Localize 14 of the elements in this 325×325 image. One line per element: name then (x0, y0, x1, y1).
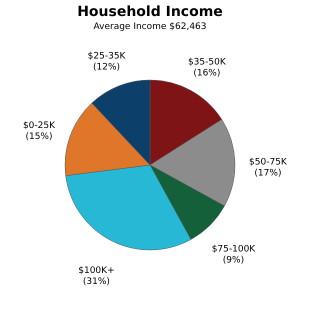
chart-subtitle: Average Income $62,463 (93, 22, 207, 32)
chart-title: Household Income (77, 4, 223, 20)
data-label: (15%) (25, 132, 52, 142)
slice-label: $0-25K (22, 121, 56, 132)
slice-label: $100K+ (78, 266, 115, 276)
slice-label: $25-35K (88, 51, 127, 62)
data-label: (12%) (93, 62, 120, 72)
slice-label: $35-50K (188, 58, 227, 68)
data-label: (31%) (82, 277, 110, 288)
slice-label: $75-100K (212, 244, 256, 254)
data-label: (17%) (254, 168, 282, 178)
data-label: (9%) (222, 255, 244, 266)
slice-label: $50-75K (249, 157, 288, 168)
data-label: (16%) (193, 68, 220, 79)
